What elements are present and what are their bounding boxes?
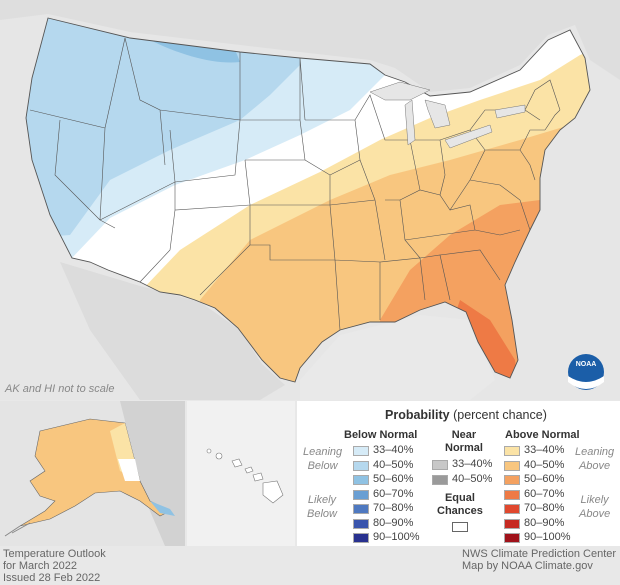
- equal-chances-label: Equal Chances: [437, 492, 483, 517]
- lake-erie: [444, 124, 493, 149]
- hawaii-panel: [187, 401, 295, 546]
- above-label-0: 33–40%: [524, 444, 565, 456]
- above-label-6: 90–100%: [524, 531, 571, 543]
- conus-map: NOAA AK and HI not to scale: [0, 0, 620, 400]
- gulf-water: [300, 315, 495, 400]
- footer-left: Temperature Outlook for March 2022 Issue…: [3, 548, 106, 584]
- below-swatch-2: [353, 475, 369, 485]
- outlook-bands: [26, 18, 590, 382]
- legend-title: Probability (percent chance): [385, 408, 547, 422]
- below-label-4: 70–80%: [373, 502, 414, 514]
- hawaii-map: [187, 401, 295, 546]
- likely-above-label: Likely Above: [579, 494, 611, 520]
- leaning-below-label: Leaning Below: [303, 446, 343, 472]
- below-label-5: 80–90%: [373, 516, 414, 529]
- above-swatch-4: [504, 504, 520, 514]
- svg-text:NOAA: NOAA: [576, 361, 597, 368]
- above-label-4: 70–80%: [524, 502, 565, 514]
- alaska-panel: [0, 401, 185, 546]
- alaska-map: [0, 401, 185, 546]
- below-swatch-5: [353, 518, 369, 529]
- lake-superior: [369, 81, 431, 101]
- lake-ontario: [494, 104, 526, 119]
- below-label-2: 50–60%: [373, 473, 414, 485]
- below-swatch-0: [353, 446, 369, 456]
- above-label-1: 40–50%: [524, 458, 565, 471]
- noaa-logo: NOAA: [568, 354, 604, 390]
- above-swatch-5: [504, 518, 520, 529]
- near-label-0: 33–40%: [452, 458, 493, 470]
- below-label-3: 60–70%: [373, 487, 414, 500]
- below-swatch-1: [353, 460, 369, 471]
- equal-chances-swatch: [452, 522, 468, 532]
- below-swatch-6: [353, 533, 369, 543]
- above-swatch-0: [504, 446, 520, 456]
- above-label-5: 80–90%: [524, 516, 565, 529]
- state-lines: [25, 17, 591, 383]
- likely-below-label: Likely Below: [307, 494, 337, 520]
- near-swatch-0: [432, 460, 448, 470]
- lake-huron: [424, 99, 451, 129]
- leaning-above-label: Leaning Above: [575, 446, 615, 472]
- near-swatch-1: [432, 474, 448, 485]
- below-label-0: 33–40%: [373, 444, 414, 456]
- above-swatch-2: [504, 475, 520, 485]
- below-swatch-3: [353, 489, 369, 500]
- canada-land: [0, 0, 620, 92]
- above-swatch-6: [504, 533, 520, 543]
- near-normal-header: Near Normal: [445, 429, 483, 454]
- scale-note: AK and HI not to scale: [4, 383, 114, 395]
- great-lakes: [369, 81, 526, 149]
- below-normal-header: Below Normal: [344, 429, 418, 441]
- above-label-2: 50–60%: [524, 473, 565, 485]
- lake-michigan: [404, 99, 416, 146]
- above-swatch-3: [504, 489, 520, 500]
- above-normal-header: Above Normal: [505, 429, 580, 441]
- mexico-land: [60, 262, 285, 400]
- alaska-shape: [19, 418, 171, 527]
- below-label-6: 90–100%: [373, 531, 420, 543]
- above-label-3: 60–70%: [524, 487, 565, 500]
- above-swatch-1: [504, 460, 520, 471]
- below-swatch-4: [353, 504, 369, 514]
- footer-right: NWS Climate Prediction Center Map by NOA…: [462, 548, 617, 572]
- below-label-1: 40–50%: [373, 458, 414, 471]
- near-label-1: 40–50%: [452, 472, 493, 485]
- legend-panel: Probability (percent chance) Below Norma…: [297, 401, 620, 546]
